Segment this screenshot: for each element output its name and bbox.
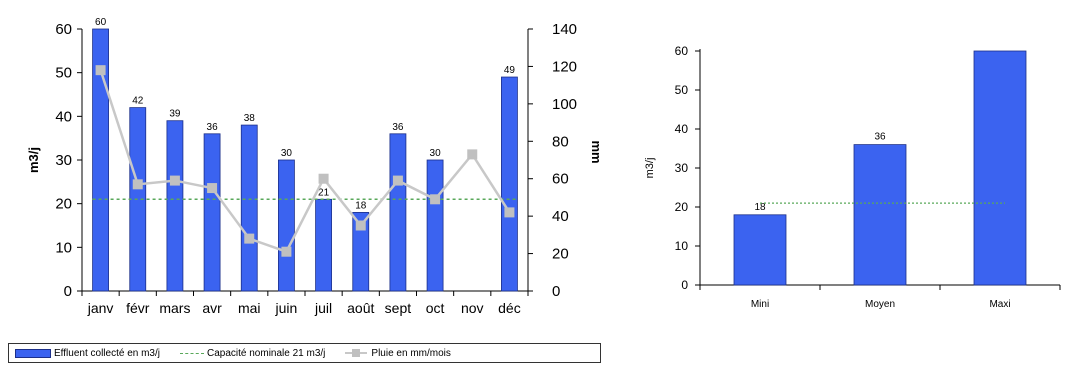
y2-tick-label: 120 (552, 58, 577, 75)
y-tick-label: 30 (55, 152, 72, 169)
y-tick-label: 0 (64, 283, 72, 300)
bar (278, 159, 295, 292)
x-tick-label: mars (159, 300, 190, 316)
x-tick-label: mai (238, 300, 261, 316)
summary-y-tick-label: 30 (675, 161, 689, 175)
legend-swatch-bar (15, 348, 51, 358)
legend-item-effluent: Effluent collecté en m3/j (15, 348, 160, 359)
legend-label-effluent: Effluent collecté en m3/j (54, 347, 160, 359)
y-tick-label: 60 (55, 21, 72, 38)
summary-y-axis-title: m3/j (644, 158, 656, 179)
summary-y-tick-label: 60 (675, 44, 689, 58)
summary-bar-value-label: 36 (874, 132, 886, 143)
bar (203, 133, 221, 292)
rain-marker (132, 179, 143, 190)
bar (426, 159, 444, 292)
y-tick-label: 20 (55, 196, 72, 213)
summary-x-tick-label: Moyen (865, 299, 895, 310)
x-tick-label: sept (385, 300, 412, 316)
bar (92, 28, 109, 292)
summary-y-tick-label: 10 (675, 239, 689, 253)
legend-label-capacity: Capacité nominale 21 m3/j (207, 347, 326, 359)
rain-marker (467, 149, 478, 160)
y2-tick-label: 0 (552, 283, 560, 300)
bar (352, 211, 370, 292)
bar-value-label: 36 (392, 122, 404, 133)
bar-value-label: 39 (169, 109, 181, 120)
x-tick-label: juil (314, 300, 332, 316)
rain-marker (392, 175, 403, 186)
summary-bar (853, 144, 907, 286)
bar-value-label: 38 (244, 113, 256, 124)
bar (389, 133, 407, 292)
rain-marker (504, 207, 515, 218)
bar-value-label: 36 (207, 122, 219, 133)
rain-marker (244, 233, 255, 244)
x-tick-label: juin (275, 300, 298, 316)
summary-x-tick-label: Mini (751, 299, 769, 310)
summary-y-tick-label: 40 (675, 122, 689, 136)
y-tick-label: 50 (55, 65, 72, 82)
legend-label-rain: Pluie en mm/mois (371, 347, 451, 359)
rain-marker (318, 173, 329, 184)
rain-marker (430, 194, 441, 205)
bar-value-label: 42 (132, 96, 144, 107)
y-tick-label: 40 (55, 108, 72, 125)
bar-value-label: 60 (95, 17, 107, 28)
x-tick-label: févr (126, 300, 150, 316)
x-tick-label: janv (87, 300, 114, 316)
x-tick-label: oct (426, 300, 445, 316)
x-tick-label: déc (498, 300, 521, 316)
legend-swatch-line (345, 349, 368, 357)
y2-tick-label: 80 (552, 133, 569, 150)
summary-y-tick-label: 20 (675, 200, 689, 214)
bar-value-label: 30 (430, 148, 442, 159)
y-axis-title: m3/j (26, 147, 41, 173)
bar-value-label: 30 (281, 148, 293, 159)
y2-tick-label: 140 (552, 21, 577, 38)
y2-tick-label: 40 (552, 208, 569, 225)
rain-marker (281, 246, 292, 257)
summary-bar (973, 50, 1027, 286)
summary-x-tick-label: Maxi (989, 299, 1010, 310)
rain-marker (169, 175, 180, 186)
legend-item-rain: Pluie en mm/mois (345, 347, 451, 359)
x-tick-label: nov (461, 300, 484, 316)
rain-line (99, 69, 511, 254)
rain-marker (207, 183, 218, 194)
bar (240, 124, 258, 292)
bar (501, 76, 518, 292)
summary-y-tick-label: 0 (681, 278, 688, 292)
bar (166, 120, 184, 292)
bar-value-label: 49 (504, 65, 516, 76)
bar (315, 198, 332, 292)
summary-bar-value-label: 18 (754, 202, 766, 213)
x-tick-label: avr (202, 300, 222, 316)
legend-item-capacity: Capacité nominale 21 m3/j (180, 348, 325, 359)
rain-marker (355, 220, 366, 231)
y2-axis-title: mm (589, 140, 604, 163)
summary-bar (733, 214, 787, 286)
y-tick-label: 10 (55, 239, 72, 256)
y2-tick-label: 20 (552, 246, 569, 263)
y2-tick-label: 60 (552, 171, 569, 188)
chart-legend: Effluent collecté en m3/j Capacité nomin… (8, 343, 601, 363)
y2-tick-label: 100 (552, 96, 577, 113)
bar-value-label: 18 (355, 200, 367, 211)
x-tick-label: août (347, 300, 374, 316)
summary-y-tick-label: 50 (675, 83, 689, 97)
rain-marker (95, 65, 106, 76)
bar-value-label: 21 (318, 187, 330, 198)
legend-swatch-dashed (180, 352, 204, 354)
